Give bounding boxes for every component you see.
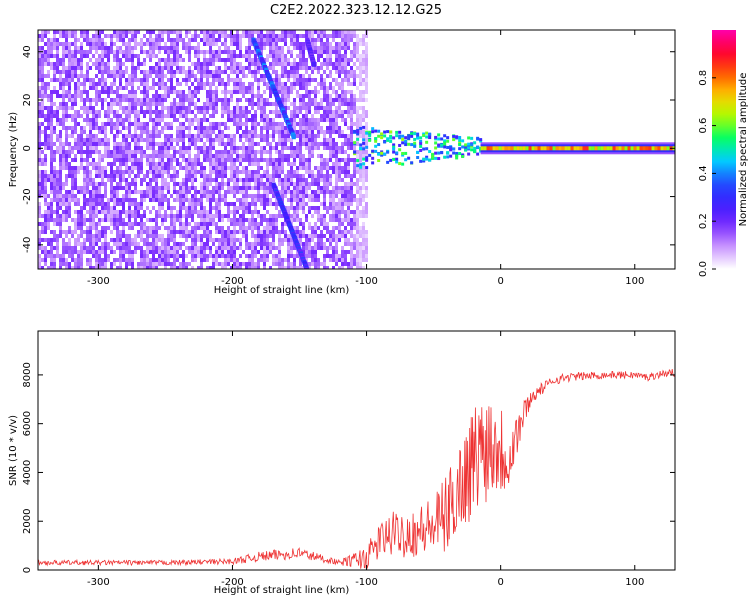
chart-title: C2E2.2022.323.12.12.G25 <box>270 3 442 18</box>
x-tick-label: 0 <box>497 577 503 588</box>
y-tick-label: -20 <box>22 188 33 204</box>
heatmap-streak-1 <box>251 37 296 140</box>
x-tick-label: 100 <box>625 577 644 588</box>
x-tick-label: -200 <box>221 276 244 287</box>
colorbar-tick-label: 0.8 <box>698 70 709 86</box>
heatmap-region-scatter <box>353 125 483 170</box>
colorbar: 0.0 0.2 0.4 0.6 0.8 Normalized spectral ampli… <box>698 30 749 277</box>
x-tick-label: -300 <box>87 276 110 287</box>
x-tick-label: -100 <box>355 276 378 287</box>
heatmap-cells <box>38 30 675 269</box>
x-tick-label: 0 <box>497 276 503 287</box>
heatmap-streak-3 <box>305 37 316 67</box>
colorbar-tick-label: 0.2 <box>698 213 709 229</box>
colorbar-tick-label: 0.6 <box>698 118 709 134</box>
heatmap-region-signal <box>480 142 675 155</box>
y-tick-label: 8000 <box>22 362 33 387</box>
x-axis-label: Height of straight line (km) <box>214 585 350 596</box>
x-tick-label: -300 <box>87 577 110 588</box>
x-tick-label: -200 <box>221 577 244 588</box>
colorbar-tick-label: 0.0 <box>698 261 709 277</box>
y-tick-label: 6000 <box>22 411 33 436</box>
heatmap-region-noise <box>38 30 368 269</box>
x-axis-label: Height of straight line (km) <box>214 285 350 296</box>
snr-data-points <box>37 372 676 563</box>
spectrogram-frame <box>37 29 676 270</box>
snr-frame <box>37 330 676 571</box>
y-tick-label: 20 <box>22 94 33 107</box>
colorbar-label: Normalized spectral amplitude <box>738 73 749 227</box>
colorbar-gradient <box>712 30 736 269</box>
snr-panel: -300 -200 -100 0 10002000400060008000Height … <box>8 330 676 596</box>
snr-series-line <box>38 368 675 569</box>
y-tick-label: 0 <box>22 145 33 151</box>
y-axis-label: Frequency (Hz) <box>8 112 19 188</box>
colorbar-tick-label: 0.4 <box>698 165 709 181</box>
x-tick-label: 100 <box>625 276 644 287</box>
x-tick-label: -100 <box>355 577 378 588</box>
heatmap-streak-2 <box>271 182 310 269</box>
y-tick-label: 2000 <box>22 508 33 533</box>
y-tick-label: 0 <box>22 567 33 573</box>
y-tick-label: 4000 <box>22 460 33 485</box>
y-tick-label: 40 <box>22 45 33 58</box>
y-axis-label: SNR (10 * v/v) <box>8 415 19 486</box>
y-tick-label: -40 <box>22 237 33 253</box>
